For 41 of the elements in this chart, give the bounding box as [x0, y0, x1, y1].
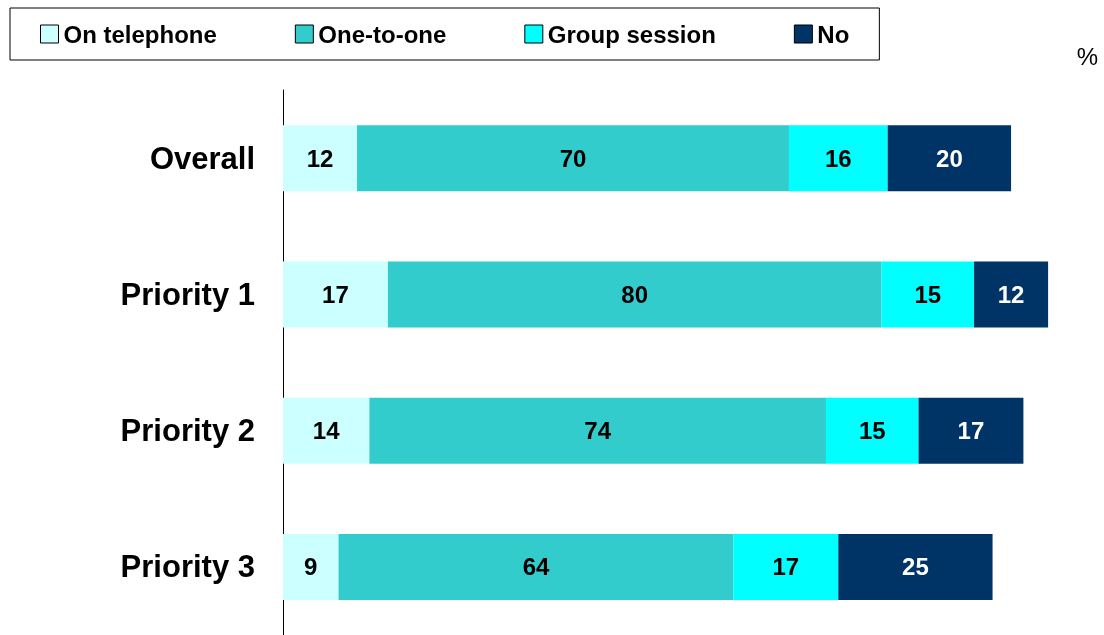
- data-label: 64: [522, 553, 550, 581]
- bar: [283, 397, 370, 464]
- text: %: [1076, 42, 1098, 70]
- data-label: 17: [322, 280, 349, 308]
- data-label: 74: [584, 417, 612, 445]
- bar: [887, 125, 1012, 192]
- data-label: 25: [902, 553, 929, 581]
- bar: [283, 261, 388, 328]
- data-label: 17: [772, 553, 800, 581]
- bar: [733, 533, 839, 600]
- bar: [974, 261, 1049, 328]
- data-label: 15: [914, 280, 942, 308]
- data-label: 20: [936, 144, 963, 172]
- y-tick-label: Overall: [149, 140, 255, 176]
- data-label: 80: [621, 280, 649, 308]
- y-tick-label: Priority 2: [120, 413, 255, 449]
- legend-label: On telephone: [63, 20, 217, 48]
- data-label: 9: [304, 553, 318, 581]
- data-label: 15: [858, 417, 886, 445]
- bar: [825, 397, 919, 464]
- y-tick-label: Priority 1: [120, 276, 255, 312]
- data-label: 70: [559, 144, 587, 172]
- bar: [881, 261, 975, 328]
- y-tick-label: Priority 3: [120, 549, 255, 585]
- data-label: 16: [824, 144, 852, 172]
- data-label: 14: [312, 417, 341, 445]
- data-label: 12: [306, 144, 334, 172]
- bar: [918, 397, 1024, 464]
- legend-label: One-to-one: [318, 20, 447, 48]
- bar: [369, 397, 826, 464]
- bar: [338, 533, 734, 600]
- bar: [387, 261, 882, 328]
- bar: [838, 533, 993, 600]
- legend-label: No: [817, 20, 850, 48]
- bar: [788, 125, 888, 192]
- bar: [283, 533, 339, 600]
- data-label: 17: [957, 417, 985, 445]
- bar: [283, 125, 358, 192]
- legend-label: Group session: [547, 20, 716, 48]
- data-label: 12: [997, 280, 1025, 308]
- bar: [357, 125, 789, 192]
